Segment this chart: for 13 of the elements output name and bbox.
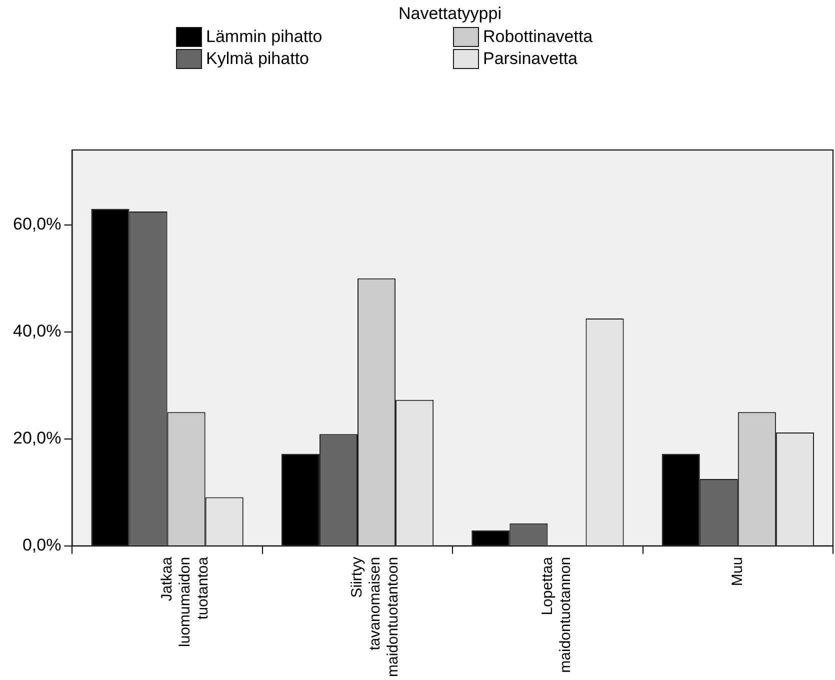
y-tick-label: 60,0% [13, 214, 62, 234]
y-tick-label: 0,0% [22, 536, 62, 555]
x-tick-label: Lopettaa maidontuotannon [538, 556, 574, 673]
legend-label: Kylmä pihatto [206, 49, 309, 69]
legend-label: Robottinavetta [483, 27, 593, 47]
legend-label: Lämmin pihatto [206, 27, 322, 47]
x-tick-label: Muu [729, 556, 746, 586]
x-tick-label: Siirtyy tavanomaisen maidontuotantoon [348, 556, 402, 678]
y-tick-label: 40,0% [13, 322, 62, 341]
legend-label: Parsinavetta [483, 49, 578, 69]
legend-title: Navettatyyppi [398, 4, 502, 24]
x-tick-label: Jatkaa luomumaidon tuotantoa [158, 556, 212, 647]
y-tick-label: 20,0% [13, 428, 62, 448]
